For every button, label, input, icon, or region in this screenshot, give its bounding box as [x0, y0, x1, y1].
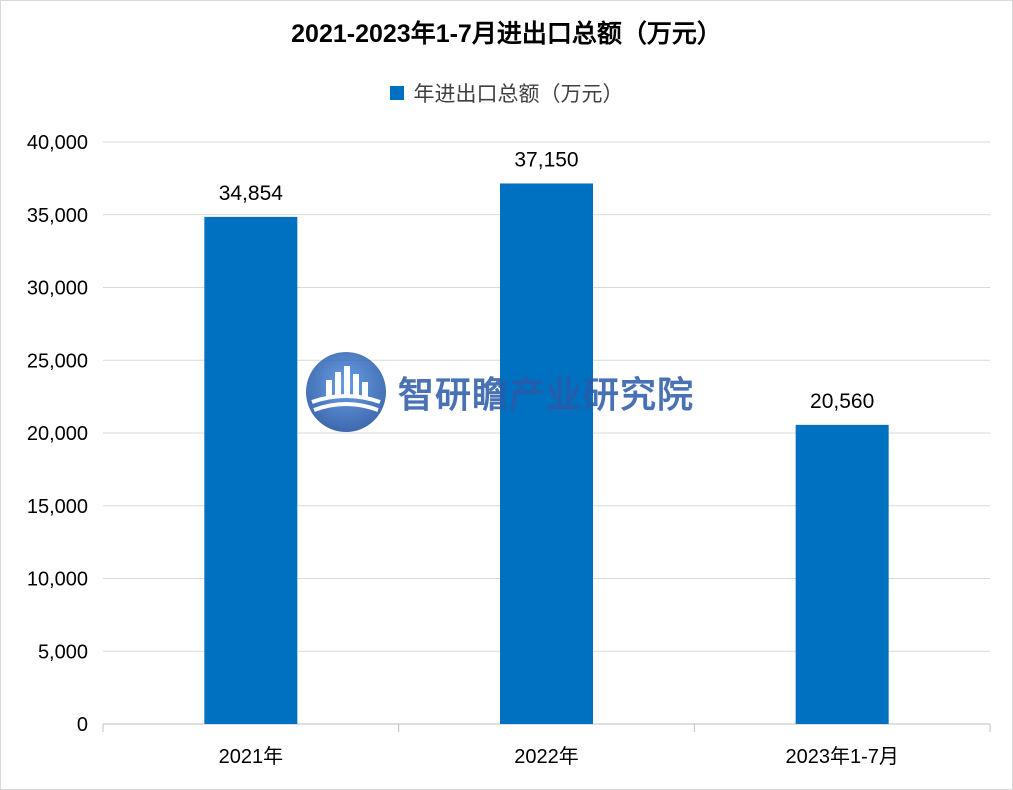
watermark: 智研瞻产业研究院 [304, 350, 694, 434]
legend: 年进出口总额（万元） [0, 78, 1013, 108]
y-tick-label: 40,000 [27, 132, 88, 154]
y-tick-label: 15,000 [27, 496, 88, 518]
y-tick-label: 30,000 [27, 278, 88, 300]
y-axis: 0 5,000 10,000 15,000 20,000 25,000 30,000 35,0… [27, 132, 88, 736]
y-tick-label: 25,000 [27, 350, 88, 372]
legend-label: 年进出口总额（万元） [413, 83, 624, 106]
x-tick-label: 2022年 [514, 745, 579, 768]
bar [204, 216, 298, 724]
y-tick-label: 35,000 [27, 205, 88, 227]
y-tick-label: 5,000 [38, 641, 88, 663]
data-label: 37,150 [514, 148, 578, 171]
city-book-logo-icon [306, 352, 386, 432]
data-labels: 34,854 37,150 20,560 [219, 148, 875, 412]
bar [795, 424, 889, 724]
legend-swatch [389, 86, 404, 100]
y-tick-label: 10,000 [27, 569, 88, 591]
watermark-text: 智研瞻产业研究院 [398, 375, 695, 416]
data-label: 34,854 [219, 182, 284, 205]
bar [500, 183, 593, 724]
x-tick-label: 2021年 [219, 745, 284, 768]
chart-title: 2021-2023年1-7月进出口总额（万元） [291, 20, 722, 48]
data-label: 20,560 [810, 390, 874, 413]
x-axis: 2021年 2022年 2023年1-7月 [102, 723, 991, 768]
y-tick-label: 0 [77, 714, 88, 736]
x-tick-label: 2023年1-7月 [785, 745, 898, 768]
bars [204, 183, 889, 724]
y-tick-label: 20,000 [27, 423, 88, 445]
